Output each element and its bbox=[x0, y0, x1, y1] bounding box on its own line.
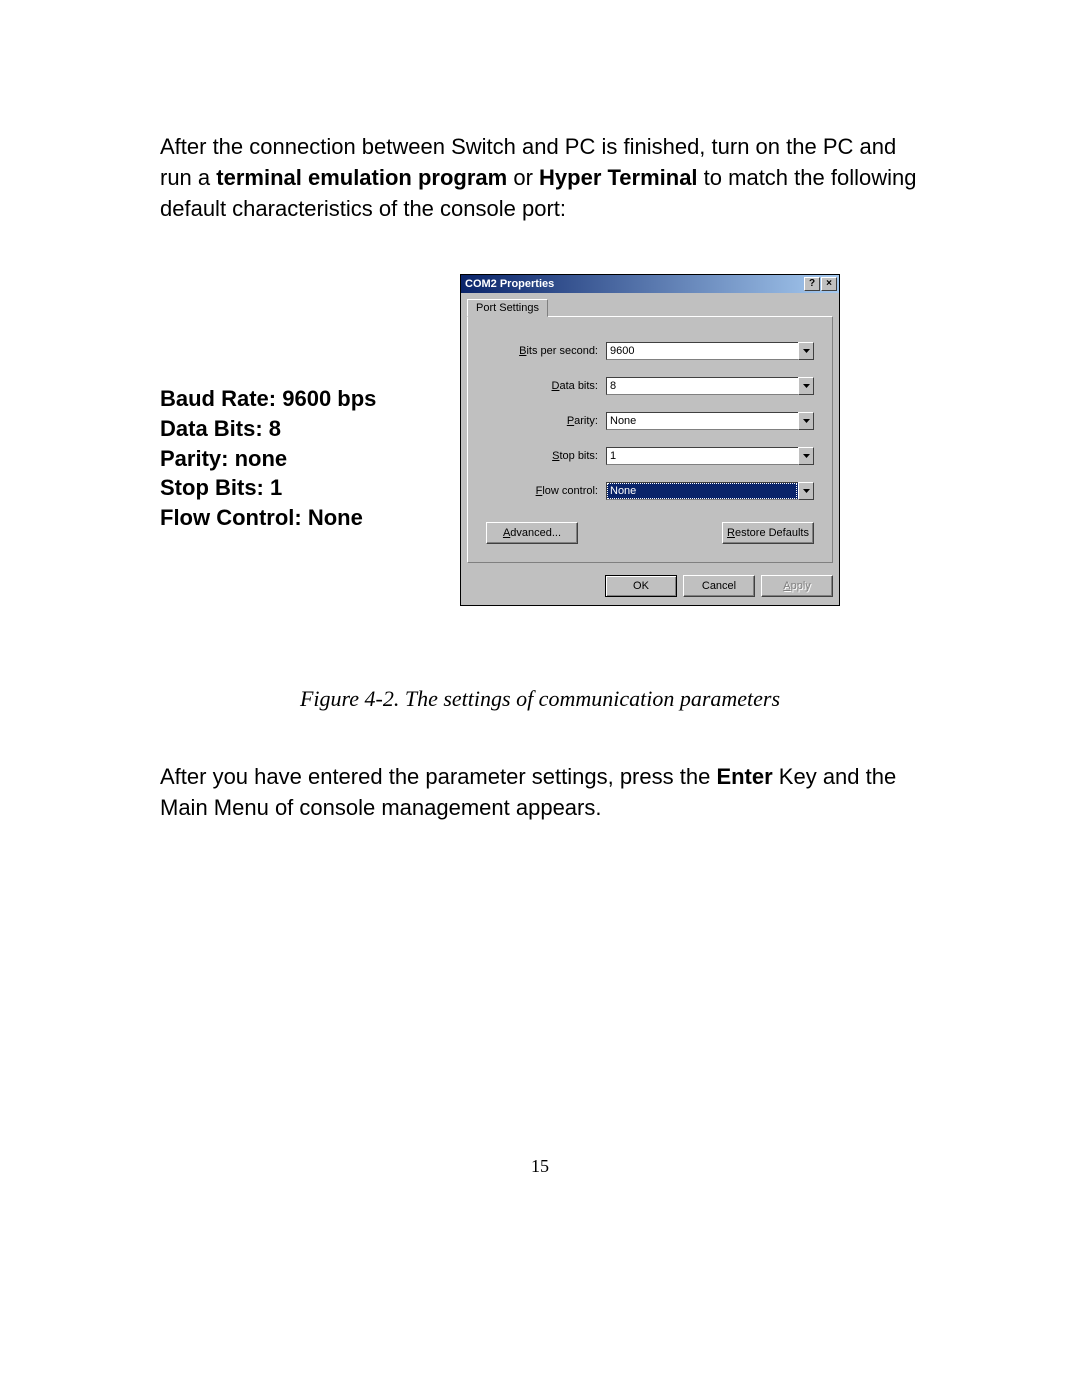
databits-value[interactable]: 8 bbox=[606, 377, 798, 395]
outro-bold: Enter bbox=[716, 764, 772, 789]
stopbits-value[interactable]: 1 bbox=[606, 447, 798, 465]
page-number: 15 bbox=[0, 1156, 1080, 1177]
advanced-button[interactable]: Advanced... bbox=[486, 522, 578, 544]
bps-value[interactable]: 9600 bbox=[606, 342, 798, 360]
intro-bold-2: Hyper Terminal bbox=[539, 165, 698, 190]
parity-combo[interactable]: None bbox=[606, 412, 814, 430]
ok-button[interactable]: OK bbox=[605, 575, 677, 597]
bps-label: Bits per second: bbox=[486, 345, 606, 357]
port-settings-panel: Bits per second: 9600 Data bits: 8 bbox=[467, 316, 833, 563]
summary-stopbits: Stop Bits: 1 bbox=[160, 473, 400, 503]
properties-dialog: COM2 Properties ? × Port Settings Bits p… bbox=[460, 274, 840, 606]
restore-defaults-button[interactable]: Restore Defaults bbox=[722, 522, 814, 544]
tab-port-settings[interactable]: Port Settings bbox=[467, 299, 548, 317]
intro-mid: or bbox=[507, 165, 539, 190]
summary-baud: Baud Rate: 9600 bps bbox=[160, 384, 400, 414]
chevron-down-icon[interactable] bbox=[798, 447, 814, 465]
cancel-button[interactable]: Cancel bbox=[683, 575, 755, 597]
settings-summary: Baud Rate: 9600 bps Data Bits: 8 Parity:… bbox=[160, 384, 400, 532]
databits-label: Data bits: bbox=[486, 380, 606, 392]
summary-parity: Parity: none bbox=[160, 444, 400, 474]
flow-label: Flow control: bbox=[486, 485, 606, 497]
help-icon[interactable]: ? bbox=[804, 277, 820, 291]
apply-button: Apply bbox=[761, 575, 833, 597]
intro-bold-1: terminal emulation program bbox=[216, 165, 507, 190]
parity-value[interactable]: None bbox=[606, 412, 798, 430]
flow-combo[interactable]: None bbox=[606, 482, 814, 500]
parity-label: Parity: bbox=[486, 415, 606, 427]
intro-paragraph: After the connection between Switch and … bbox=[160, 132, 920, 224]
flow-value[interactable]: None bbox=[606, 482, 798, 500]
figure-caption: Figure 4-2. The settings of communicatio… bbox=[160, 686, 920, 712]
dialog-titlebar: COM2 Properties ? × bbox=[461, 275, 839, 293]
chevron-down-icon[interactable] bbox=[798, 482, 814, 500]
outro-paragraph: After you have entered the parameter set… bbox=[160, 762, 920, 824]
summary-flow: Flow Control: None bbox=[160, 503, 400, 533]
close-icon[interactable]: × bbox=[821, 277, 837, 291]
outro-text-1: After you have entered the parameter set… bbox=[160, 764, 716, 789]
chevron-down-icon[interactable] bbox=[798, 342, 814, 360]
chevron-down-icon[interactable] bbox=[798, 377, 814, 395]
chevron-down-icon[interactable] bbox=[798, 412, 814, 430]
databits-combo[interactable]: 8 bbox=[606, 377, 814, 395]
summary-databits: Data Bits: 8 bbox=[160, 414, 400, 444]
bps-combo[interactable]: 9600 bbox=[606, 342, 814, 360]
stopbits-label: Stop bits: bbox=[486, 450, 606, 462]
dialog-title: COM2 Properties bbox=[465, 278, 804, 290]
stopbits-combo[interactable]: 1 bbox=[606, 447, 814, 465]
